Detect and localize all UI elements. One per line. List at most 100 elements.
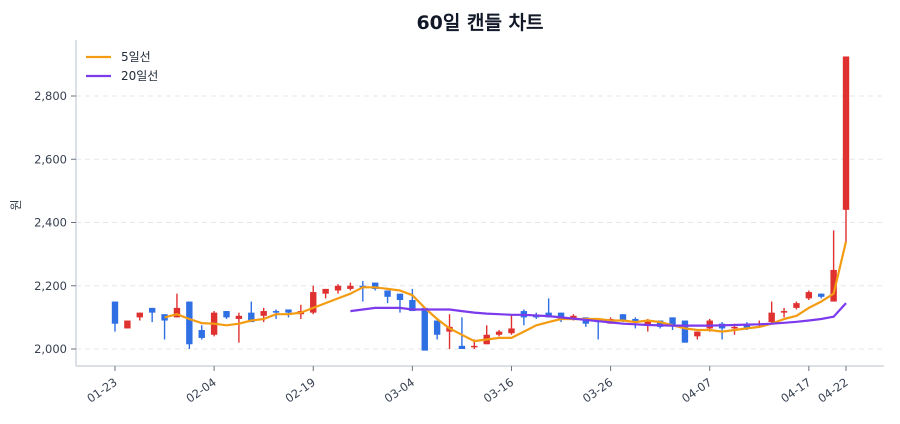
candle-body xyxy=(471,345,478,348)
candle-body xyxy=(458,345,466,349)
candle-body xyxy=(644,320,651,326)
candles xyxy=(111,56,850,351)
candle-body xyxy=(793,303,800,308)
candle-body xyxy=(694,331,701,337)
candle-body xyxy=(557,312,565,319)
candle-body xyxy=(409,299,416,312)
candle-up xyxy=(805,290,813,300)
x-tick-label: 04-22 xyxy=(815,375,850,406)
candle-body xyxy=(384,290,391,297)
candle-body xyxy=(842,56,850,210)
candle-body xyxy=(235,315,243,319)
candle-down xyxy=(396,293,404,313)
ma5-line xyxy=(164,241,848,343)
candle-body xyxy=(433,320,441,335)
candle-down xyxy=(359,281,366,302)
candle-body xyxy=(111,301,119,324)
candle-up xyxy=(235,312,243,343)
candle-body xyxy=(570,315,577,319)
x-tick-label: 03-04 xyxy=(382,375,417,406)
candle-body xyxy=(805,292,813,299)
candle-down xyxy=(111,301,119,332)
candle-down xyxy=(148,307,156,323)
candle-up xyxy=(780,307,788,318)
candle-down xyxy=(409,288,416,312)
candle-up xyxy=(310,285,317,315)
y-axis-ticks: 2,000 2,200 2,400 2,600 2,800 xyxy=(34,89,76,356)
candle-body xyxy=(148,307,156,313)
y-tick-label: 2,800 xyxy=(34,89,67,103)
x-tick-label: 02-19 xyxy=(283,375,318,406)
x-tick-label: 03-26 xyxy=(580,375,615,406)
candle-body xyxy=(173,307,181,318)
candle-down xyxy=(186,301,193,349)
candle-down xyxy=(669,317,676,331)
candle-down xyxy=(818,293,825,299)
candle-body xyxy=(669,317,676,326)
candle-body xyxy=(681,320,689,343)
candle-body xyxy=(656,320,664,327)
x-axis-ticks: 01-23 02-04 02-19 03-04 03-16 03-26 04-07 04-17… xyxy=(84,366,851,406)
candle-up xyxy=(347,282,354,291)
candle-body xyxy=(136,312,143,318)
x-tick-label: 04-17 xyxy=(778,375,813,406)
axes xyxy=(75,40,884,367)
candle-up xyxy=(322,288,329,299)
candle-down xyxy=(458,317,466,349)
candle-up xyxy=(495,330,503,337)
x-tick-label: 03-16 xyxy=(481,375,516,406)
candle-up xyxy=(694,331,701,340)
x-tick-label: 04-07 xyxy=(679,375,714,406)
candle-body xyxy=(396,293,404,300)
grid-lines xyxy=(76,95,884,350)
candle-up xyxy=(446,314,453,349)
candle-body xyxy=(161,314,168,321)
candle-up xyxy=(508,314,515,335)
candle-down xyxy=(520,309,528,326)
legend-ma5-label: 5일선 xyxy=(121,50,151,64)
candle-body xyxy=(248,312,255,323)
candle-body xyxy=(124,320,131,329)
candle-body xyxy=(310,292,317,313)
candle-body xyxy=(371,282,379,289)
chart-title: 60일 캔들 차트 xyxy=(416,12,543,34)
candle-body xyxy=(743,325,751,329)
candle-body xyxy=(285,309,292,313)
y-tick-label: 2,400 xyxy=(34,216,67,230)
y-tick-label: 2,200 xyxy=(34,279,67,293)
candle-body xyxy=(768,312,775,323)
candle-body xyxy=(347,285,354,289)
candle-down xyxy=(681,320,689,343)
y-tick-label: 2,600 xyxy=(34,152,67,166)
candle-up xyxy=(483,325,490,345)
candle-up xyxy=(842,56,850,242)
candle-body xyxy=(508,328,515,334)
candle-down xyxy=(545,298,552,318)
candle-down xyxy=(248,301,255,323)
candle-body xyxy=(198,330,205,338)
candle-body xyxy=(818,293,825,297)
candle-body xyxy=(334,285,342,291)
candle-body xyxy=(706,320,713,329)
candle-down xyxy=(223,311,230,319)
candle-body xyxy=(260,311,267,316)
candle-body xyxy=(272,311,280,313)
candle-body xyxy=(322,288,329,294)
candle-body xyxy=(731,326,738,329)
candle-up xyxy=(334,284,342,294)
candle-body xyxy=(495,331,503,335)
y-axis-label: 원 xyxy=(9,199,23,210)
candle-body xyxy=(186,301,193,345)
candle-up xyxy=(124,320,131,329)
candle-up xyxy=(768,301,775,324)
x-tick-label: 02-04 xyxy=(183,375,218,406)
candle-body xyxy=(830,269,837,302)
candle-down xyxy=(384,290,391,304)
candle-down xyxy=(433,320,441,340)
candle-down xyxy=(421,307,428,351)
y-tick-label: 2,000 xyxy=(34,342,67,356)
candle-up xyxy=(136,312,143,321)
candle-down xyxy=(161,314,168,340)
candle-body xyxy=(619,314,627,321)
